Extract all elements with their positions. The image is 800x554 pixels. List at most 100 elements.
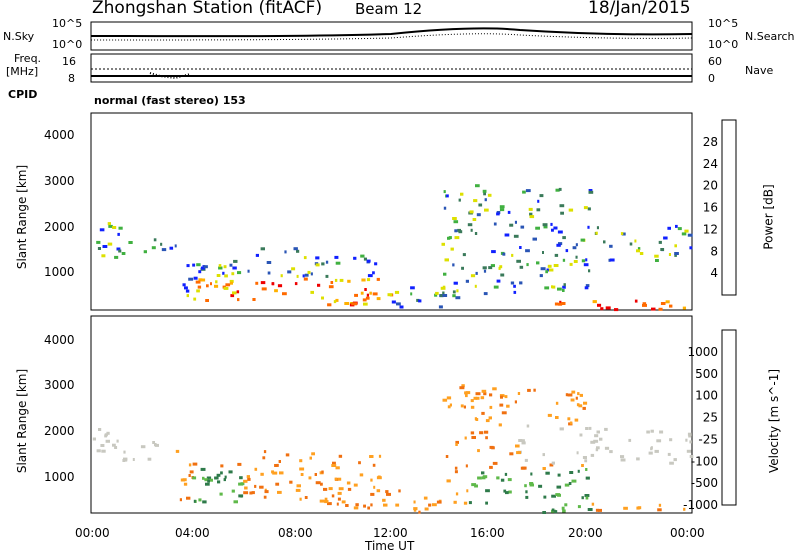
range-gate-cell (581, 259, 586, 263)
range-gate-cell (315, 263, 320, 267)
range-gate-cell (516, 259, 521, 263)
range-gate-cell (581, 464, 584, 467)
range-gate-cell (366, 293, 369, 297)
range-gate-cell (424, 507, 429, 511)
range-gate-cell (689, 246, 693, 250)
range-gate-cell (233, 259, 238, 263)
range-gate-cell (455, 296, 461, 300)
range-gate-cell (576, 451, 579, 455)
range-gate-cell (528, 207, 533, 211)
range-gate-cell (588, 426, 592, 430)
range-gate-cell (189, 470, 194, 474)
range-gate-cell (315, 481, 321, 485)
range-gate-cell (555, 493, 560, 497)
range-gate-cell (275, 482, 280, 486)
range-gate-cell (639, 252, 644, 255)
range-gate-cell (580, 238, 585, 242)
colorbar-tick-label: 25 (703, 411, 718, 425)
range-gate-cell (483, 192, 486, 196)
range-gate-cell (455, 440, 459, 444)
range-gate-cell (489, 405, 493, 409)
colorbar-tick-label: 100 (695, 389, 718, 403)
range-gate-cell (413, 508, 417, 512)
range-gate-cell (562, 509, 566, 513)
range-gate-cell (464, 436, 467, 440)
xtick-4: 04:00 (175, 526, 210, 540)
range-gate-cell (449, 403, 452, 407)
range-gate-cell (471, 436, 476, 439)
range-gate-cell (489, 445, 494, 449)
range-gate-cell (364, 288, 367, 291)
nave-tick-low: 0 (708, 72, 715, 85)
range-gate-cell (656, 439, 662, 443)
range-gate-cell (92, 437, 96, 441)
range-gate-cell (686, 449, 692, 453)
range-gate-cell (544, 286, 550, 290)
range-gate-cell (665, 300, 670, 304)
range-gate-cell (646, 430, 650, 434)
range-gate-cell (475, 392, 481, 396)
range-gate-cell (515, 444, 520, 448)
range-gate-cell (443, 206, 447, 210)
range-gate-cell (307, 270, 311, 274)
range-gate-cell (527, 388, 531, 392)
range-gate-cell (542, 467, 546, 470)
range-gate-cell (230, 281, 233, 285)
range-gate-cell (360, 254, 365, 258)
range-gate-cell (195, 280, 201, 284)
range-gate-cell (675, 224, 678, 228)
range-gate-cell (363, 257, 367, 261)
colorbar-tick-label: -100 (691, 454, 718, 468)
range-gate-cell (487, 193, 492, 197)
range-gate-cell (303, 277, 308, 281)
range-gate-cell (570, 398, 575, 402)
range-gate-cell (104, 433, 108, 437)
range-gate-cell (353, 506, 359, 510)
range-gate-cell (249, 491, 253, 495)
range-gate-cell (185, 289, 190, 293)
power-ytick-1000: 1000 (44, 265, 75, 279)
range-gate-cell (444, 258, 449, 262)
range-gate-cell (391, 300, 396, 304)
range-gate-cell (304, 273, 309, 277)
range-gate-cell (219, 492, 223, 496)
range-gate-cell (112, 226, 117, 229)
range-gate-cell (530, 472, 533, 476)
range-gate-cell (490, 264, 495, 268)
range-gate-cell (418, 510, 421, 514)
range-gate-cell (482, 475, 488, 479)
range-gate-cell (470, 274, 476, 278)
range-gate-cell (480, 396, 485, 400)
range-gate-cell (506, 404, 510, 408)
range-gate-cell (114, 255, 119, 259)
range-gate-cell (456, 289, 459, 293)
range-gate-cell (452, 294, 456, 298)
range-gate-cell (484, 208, 489, 212)
range-gate-cell (443, 190, 446, 194)
power-panel-frame (90, 112, 693, 311)
range-gate-cell (202, 476, 205, 480)
range-gate-cell (524, 484, 527, 488)
range-gate-cell (585, 476, 590, 480)
range-gate-cell (525, 490, 528, 494)
range-gate-cell (555, 188, 560, 192)
range-gate-cell (225, 283, 231, 287)
range-gate-cell (200, 278, 206, 282)
range-gate-cell (681, 232, 687, 236)
range-gate-cell (204, 478, 208, 482)
range-gate-cell (583, 263, 589, 267)
range-gate-cell (216, 274, 221, 277)
range-gate-cell (369, 455, 374, 458)
range-gate-cell (605, 306, 611, 310)
range-gate-cell (277, 284, 283, 288)
range-gate-cell (452, 217, 457, 220)
colorbar-tick-label: 16 (703, 201, 718, 215)
range-gate-cell (674, 253, 677, 257)
range-gate-cell (584, 494, 590, 497)
range-gate-cell (484, 430, 489, 434)
range-gate-cell (470, 228, 473, 232)
range-gate-cell (454, 470, 458, 474)
range-gate-cell (636, 457, 640, 461)
range-gate-cell (587, 225, 590, 229)
range-gate-cell (161, 248, 167, 252)
